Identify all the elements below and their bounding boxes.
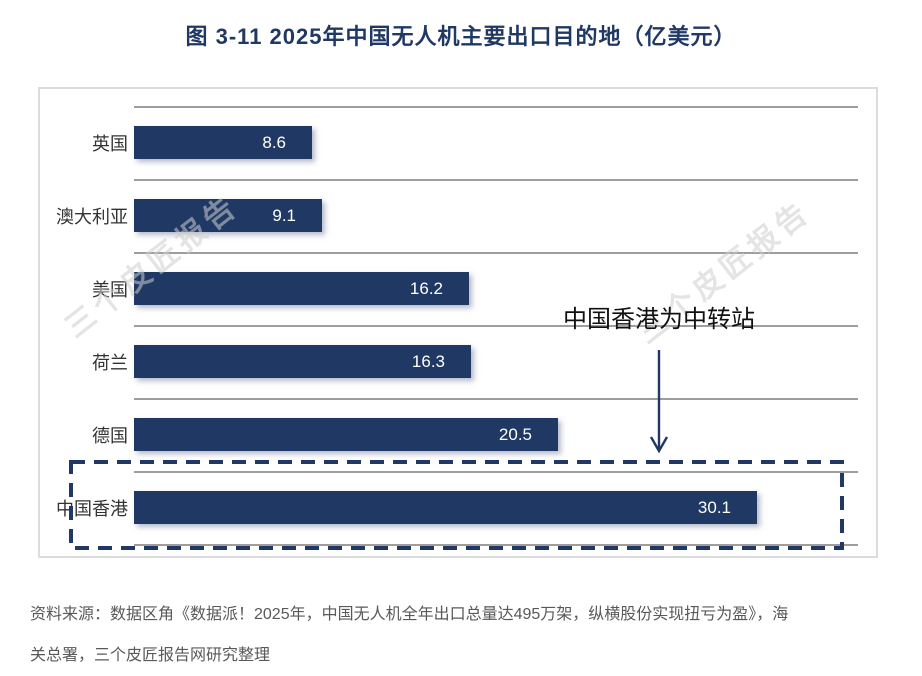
bar-row: 澳大利亚 9.1 (40, 179, 876, 252)
gridline (134, 252, 858, 254)
category-label: 美国 (92, 279, 128, 300)
gridline (134, 398, 858, 400)
down-arrow-icon (647, 350, 671, 459)
value-label: 30.1 (697, 497, 731, 517)
bar-row: 英国 8.6 (40, 106, 876, 179)
value-label: 16.2 (409, 278, 443, 298)
bar-中国香港: 30.1 (134, 491, 757, 524)
bar-美国: 16.2 (134, 272, 469, 305)
value-label: 8.6 (262, 132, 286, 152)
category-label: 中国香港 (56, 498, 128, 519)
category-label: 英国 (92, 133, 128, 154)
gridline (134, 179, 858, 181)
gridline (134, 106, 858, 108)
bar-英国: 8.6 (134, 126, 312, 159)
chart-area: 英国 8.6 澳大利亚 9.1 美国 16.2 荷兰 16.3 德国 20.5 中国香港 30.1 三… (38, 87, 878, 558)
chart-title: 图 3-11 2025年中国无人机主要出口目的地（亿美元） (185, 24, 737, 49)
gridline (134, 544, 858, 546)
bar-row: 美国 16.2 (40, 252, 876, 325)
bar-row: 德国 20.5 (40, 398, 876, 471)
source-note: 资料来源：数据区角《数据派！2025年，中国无人机全年出口总量达495万架，纵横… (30, 594, 910, 676)
value-label: 9.1 (272, 205, 296, 225)
category-label: 澳大利亚 (56, 206, 128, 227)
value-label: 16.3 (411, 351, 445, 371)
bar-row: 荷兰 16.3 (40, 325, 876, 398)
source-line-2: 关总署，三个皮匠报告网研究整理 (30, 647, 271, 664)
category-label: 荷兰 (92, 352, 128, 373)
bar-row: 中国香港 30.1 (40, 471, 876, 544)
category-label: 德国 (92, 425, 128, 446)
bar-德国: 20.5 (134, 418, 558, 451)
bar-澳大利亚: 9.1 (134, 199, 322, 232)
source-line-1: 资料来源：数据区角《数据派！2025年，中国无人机全年出口总量达495万架，纵横… (30, 606, 789, 623)
gridline (134, 325, 858, 327)
bar-荷兰: 16.3 (134, 345, 471, 378)
value-label: 20.5 (498, 424, 532, 444)
annotation-label: 中国香港为中转站 (563, 306, 755, 333)
